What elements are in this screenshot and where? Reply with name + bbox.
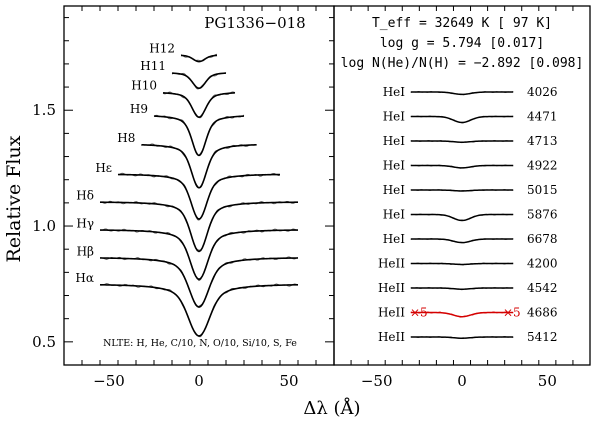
he-wavelength-4: 5015: [527, 183, 558, 197]
model-line-8: [171, 72, 227, 90]
he-label-7: HeII: [378, 257, 405, 271]
observed-line-3: [99, 200, 299, 251]
param-logg: log g = 5.794 [0.017]: [380, 36, 544, 51]
observed-line-8: [171, 72, 227, 90]
model-line-0: [99, 283, 299, 337]
he-label-3: HeI: [383, 159, 406, 173]
he-label-1: HeI: [383, 110, 406, 124]
he-wavelength-0: 4026: [527, 85, 558, 99]
model-line-4: [117, 173, 281, 220]
y-tick-label: 1.0: [32, 217, 56, 235]
model-line-6: [153, 115, 245, 157]
scale-label-right: ×5: [503, 306, 521, 320]
scale-label-left: ×5: [410, 306, 428, 320]
he-model-7: [410, 262, 514, 266]
he-model-9: [410, 311, 514, 318]
he-model-10: [410, 336, 514, 339]
he-wavelength-5: 5876: [527, 208, 558, 222]
observed-line-1: [99, 256, 299, 307]
he-model-1: [410, 115, 514, 124]
model-line-1: [99, 257, 299, 308]
he-model-0: [410, 91, 514, 96]
balmer-label-4: Hε: [95, 161, 112, 175]
left-x-tick-label: 0: [194, 372, 204, 390]
he-model-6: [410, 238, 514, 244]
observed-line-7: [162, 91, 236, 119]
balmer-label-1: Hβ: [77, 244, 94, 258]
right-x-tick-label: −50: [361, 372, 393, 390]
y-tick-label: 1.5: [32, 101, 56, 119]
model-line-5: [141, 143, 257, 189]
model-line-7: [162, 92, 236, 118]
he-wavelength-9: 4686: [527, 306, 558, 320]
he-wavelength-1: 4471: [527, 110, 558, 124]
he-label-5: HeI: [383, 208, 406, 222]
left-x-tick-label: 50: [279, 372, 298, 390]
he-wavelength-10: 5412: [527, 330, 558, 344]
balmer-label-2: Hγ: [76, 217, 94, 231]
y-tick-label: 0.5: [32, 333, 56, 351]
observed-line-2: [99, 228, 299, 282]
he-label-9: HeII: [378, 306, 405, 320]
left-panel-title: PG1336−018: [204, 14, 305, 32]
he-model-2: [410, 140, 514, 143]
right-x-tick-label: 0: [457, 372, 467, 390]
he-label-2: HeI: [383, 134, 406, 148]
observed-line-6: [153, 114, 245, 156]
he-label-4: HeI: [383, 183, 406, 197]
y-axis-label: Relative Flux: [3, 135, 25, 262]
right-panel: −50 0 50 T_eff = 32649 K [ 97 K] log g = 5.7…: [333, 5, 591, 390]
he-model-3: [410, 164, 514, 169]
left-panel: −50 0 50 0.5 1.0 1.5 PG1336−018 NLTE: H, He, C/…: [32, 5, 335, 390]
observed-line-4: [117, 172, 281, 221]
x-axis-label: Δλ (Å): [303, 397, 360, 419]
observed-line-5: [141, 143, 257, 189]
he-wavelength-6: 6678: [527, 232, 558, 246]
model-line-9: [180, 54, 218, 63]
balmer-label-9: H12: [149, 42, 175, 56]
left-panel-footnote: NLTE: H, He, C/10, N, O/10, Si/10, S, Fe: [103, 338, 297, 349]
balmer-label-0: Hα: [75, 271, 94, 285]
he-label-8: HeII: [378, 281, 405, 295]
param-helium: log N(He)/N(H) = −2.892 [0.098]: [341, 56, 584, 71]
he-model-8: [410, 287, 514, 290]
observed-line-0: [99, 283, 299, 338]
observed-line-9: [180, 53, 217, 62]
balmer-label-6: H9: [130, 102, 148, 116]
he-label-10: HeII: [378, 330, 405, 344]
he-model-5: [410, 213, 514, 222]
he-wavelength-3: 4922: [527, 159, 558, 173]
right-frame: [333, 5, 591, 366]
param-teff: T_eff = 32649 K [ 97 K]: [372, 16, 552, 31]
left-x-tick-label: −50: [93, 372, 125, 390]
model-line-2: [99, 229, 299, 281]
he-wavelength-2: 4713: [527, 134, 558, 148]
balmer-label-5: H8: [117, 131, 135, 145]
he-wavelength-8: 4542: [527, 281, 558, 295]
he-model-4: [410, 189, 514, 192]
model-line-3: [99, 201, 299, 253]
left-frame: [63, 5, 335, 366]
he-label-0: HeI: [383, 85, 406, 99]
he-label-6: HeI: [383, 232, 406, 246]
balmer-label-8: H11: [140, 59, 166, 73]
he-wavelength-7: 4200: [527, 257, 558, 271]
right-x-tick-label: 50: [538, 372, 557, 390]
balmer-label-7: H10: [131, 79, 157, 93]
balmer-label-3: Hδ: [76, 189, 94, 203]
